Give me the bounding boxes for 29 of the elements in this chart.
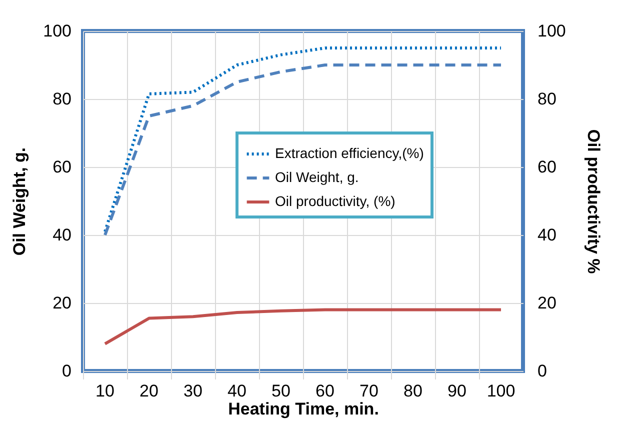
y-tick-label: 100 (43, 22, 72, 40)
x-tick-label: 70 (360, 382, 378, 400)
x-tick-label: 80 (404, 382, 422, 400)
y-tick-label: 0 (62, 362, 72, 380)
x-axis-title: Heating Time, min. (228, 400, 379, 418)
x-tick-label: 50 (272, 382, 290, 400)
y2-tick-label: 0 (538, 362, 547, 380)
x-tick-label: 60 (316, 382, 334, 400)
legend-label: Extraction efficiency,(%) (275, 145, 424, 161)
legend-label: Oil productivity, (%) (275, 193, 396, 209)
y-tick-label: 80 (52, 90, 72, 108)
x-tick-label: 30 (184, 382, 202, 400)
line-series (104, 308, 502, 346)
x-tick-label: 40 (228, 382, 246, 400)
legend-label: Oil Weight, g. (275, 169, 359, 185)
x-tick-label: 90 (448, 382, 466, 400)
y2-tick-label: 20 (538, 294, 556, 312)
y2-axis-title: Oil productivity % (584, 129, 603, 274)
y2-tick-label: 100 (538, 22, 566, 40)
x-tick-label: 20 (140, 382, 158, 400)
y-tick-label: 20 (52, 294, 72, 312)
y-tick-label: 40 (52, 226, 72, 244)
y-tick-label: 60 (52, 158, 72, 176)
y2-tick-label: 40 (538, 226, 556, 244)
x-tick-label: 10 (96, 382, 114, 400)
x-tick-label: 100 (486, 382, 516, 400)
y-axis-title: Oil Weight, g. (10, 147, 30, 256)
y2-tick-label: 80 (538, 90, 556, 108)
y2-tick-label: 60 (538, 158, 556, 176)
